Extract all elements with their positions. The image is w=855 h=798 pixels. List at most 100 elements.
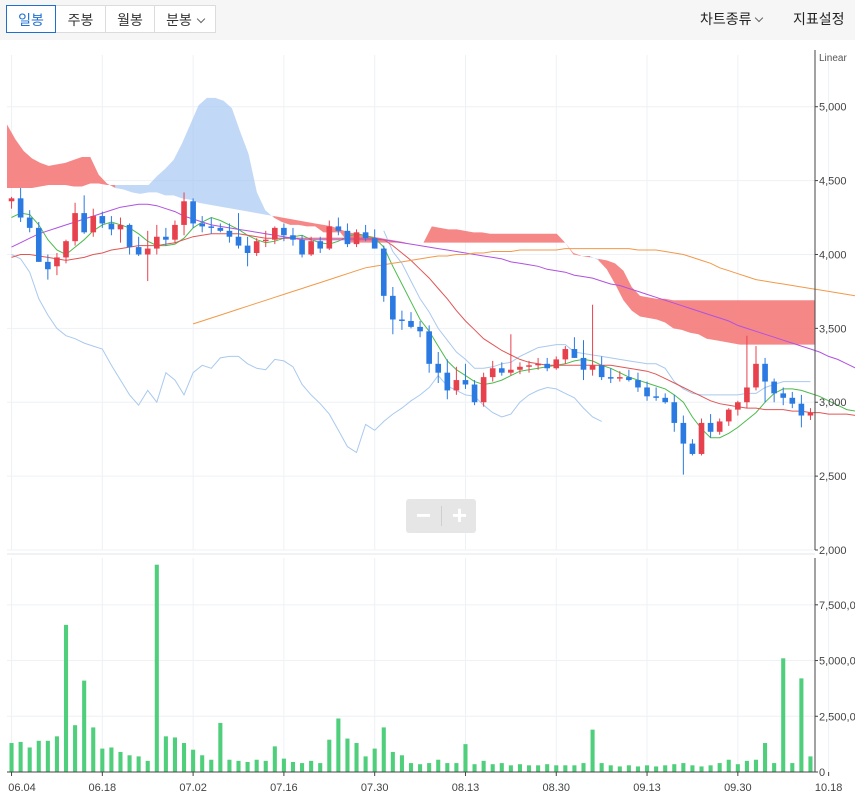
period-tab-monthly[interactable]: 월봉 <box>105 5 155 33</box>
volume-tick-label: 0 <box>819 767 825 779</box>
volume-bar <box>472 764 477 772</box>
candle-down <box>217 227 224 231</box>
volume-bar <box>808 756 813 772</box>
cloud-bullish <box>273 216 591 258</box>
candle-up <box>253 241 260 253</box>
chevron-down-icon <box>196 14 206 24</box>
candle-down <box>399 319 405 321</box>
price-tick-label: 2,500 <box>819 471 847 483</box>
volume-bar <box>172 737 177 772</box>
candle-down <box>108 223 115 230</box>
volume-bar <box>545 764 550 772</box>
candle-down <box>771 381 777 394</box>
volume-bar <box>799 678 804 772</box>
volume-bar <box>9 743 14 772</box>
volume-bar <box>300 763 305 772</box>
candle-down <box>798 403 805 416</box>
volume-bar <box>590 729 595 772</box>
volume-bar <box>436 759 441 772</box>
volume-bar <box>109 747 114 772</box>
volume-bar <box>127 755 132 772</box>
candle-down <box>471 384 478 403</box>
scale-label: Linear <box>819 53 847 64</box>
candle-down <box>208 226 215 228</box>
volume-bar <box>45 740 50 772</box>
time-tick-label: 08.13 <box>452 782 480 794</box>
candle-down <box>789 397 796 404</box>
volume-bar <box>490 764 495 772</box>
time-tick-label: 08.30 <box>542 782 570 794</box>
period-tab-weekly[interactable]: 주봉 <box>55 5 106 33</box>
candle-down <box>635 380 641 388</box>
volume-bar <box>218 722 223 772</box>
candle-down <box>17 198 24 218</box>
volume-bar <box>626 765 631 772</box>
volume-bar <box>708 765 713 772</box>
zoom-out-button[interactable]: − <box>415 500 432 530</box>
volume-bar <box>200 755 205 772</box>
lagging-span-line <box>11 254 602 454</box>
volume-bar <box>744 760 749 772</box>
volume-bar <box>82 680 87 772</box>
candle-down <box>680 422 687 444</box>
cloud-bullish <box>598 258 815 345</box>
candle-down <box>780 393 787 398</box>
candle-down <box>571 349 578 358</box>
candle-down <box>126 224 133 248</box>
cloud-bullish <box>7 124 116 188</box>
lagging-span-line <box>383 230 811 396</box>
volume-bar <box>290 761 296 772</box>
candle-down <box>762 363 768 382</box>
moving-average-line <box>11 233 855 416</box>
zoom-control: − + <box>406 499 476 533</box>
volume-bar <box>726 759 731 772</box>
stock-chart[interactable]: Linear 5,000 4,500 4,000 3,500 3,000 2,500 2,00… <box>0 40 855 798</box>
zoom-divider <box>441 506 442 526</box>
volume-bar <box>354 743 359 772</box>
volume-bar <box>608 765 613 772</box>
price-tick-label: 3,000 <box>819 397 847 409</box>
candle-up <box>480 377 487 403</box>
volume-bar <box>336 718 341 772</box>
volume-bar <box>408 763 414 772</box>
price-tick-label: 2,000 <box>819 545 847 557</box>
volume-bar <box>73 725 78 772</box>
time-tick-label: 07.02 <box>179 782 207 794</box>
price-tick-label: 4,000 <box>819 249 847 261</box>
candle-up <box>172 224 178 240</box>
volume-bar <box>136 756 141 772</box>
candle-down <box>344 230 351 245</box>
candle-down <box>390 295 396 320</box>
volume-bar <box>427 763 432 772</box>
price-tick-label: 5,000 <box>819 102 847 114</box>
volume-bar <box>790 763 795 772</box>
period-tab-minute[interactable]: 분봉 <box>154 5 216 33</box>
indicator-settings-button[interactable]: 지표설정 <box>793 11 845 27</box>
volume-tick-label: 2,500,000 <box>819 711 855 723</box>
candle-up <box>144 248 151 255</box>
chart-type-menu[interactable]: 차트종류 <box>700 5 763 33</box>
volume-bar <box>18 741 23 772</box>
time-tick-label: 10.18 <box>815 782 843 794</box>
candle-down <box>235 236 242 246</box>
volume-bar <box>672 764 677 772</box>
period-tab-daily[interactable]: 일봉 <box>6 5 56 33</box>
candle-down <box>662 397 669 403</box>
volume-bar <box>681 763 686 772</box>
candle-up <box>63 241 69 258</box>
candle-down <box>290 235 296 240</box>
time-tick-label: 07.16 <box>270 782 298 794</box>
volume-bar <box>227 759 232 772</box>
volume-bar <box>327 739 332 772</box>
volume-tick-label: 5,000,000 <box>819 656 855 668</box>
zoom-in-button[interactable]: + <box>451 500 468 530</box>
candle-down <box>598 365 605 378</box>
volume-bar <box>445 763 450 772</box>
volume-bar <box>181 743 187 772</box>
volume-bar <box>753 759 759 772</box>
candle-up <box>181 201 187 225</box>
volume-bar <box>772 763 777 772</box>
cloud-bearish <box>590 255 599 261</box>
volume-bar <box>272 746 277 772</box>
volume-bar <box>381 727 386 772</box>
